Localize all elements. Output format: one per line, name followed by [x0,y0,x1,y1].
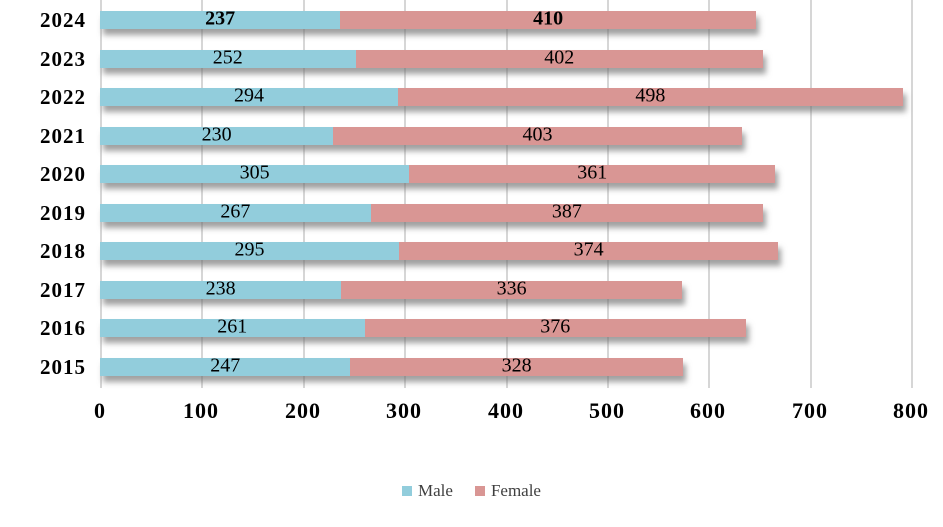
bar-value-label: 387 [551,200,582,223]
legend-label: Female [490,481,541,500]
bar-segment-female-2018: 374 [399,238,779,261]
bar-value-label: 294 [234,84,264,107]
bar-value-label: 498 [635,84,666,107]
gridline-800 [911,0,913,388]
plot-area: 237 410 252 402 294 498 230 403 305 361 267 387 295 3… [100,0,920,388]
bar-value-label: 252 [212,46,243,69]
bar-value-label: 305 [239,161,270,184]
bar-value-label: 361 [577,161,608,184]
category-label-2022: 2022 [40,85,86,109]
category-label-2016: 2016 [40,316,86,340]
bar-row-2017: 238 336 [100,277,682,300]
x-axis-tick-label-100: 100 [183,398,219,423]
bar-row-2019: 267 387 [100,200,763,223]
x-axis-tick-label-500: 500 [589,398,625,423]
bar-row-2021: 230 403 [100,123,742,146]
gridline-500 [607,0,609,388]
gridline-600 [708,0,710,388]
x-axis-tick-label-800: 800 [893,398,929,423]
bar-row-2018: 295 374 [100,238,779,261]
bar-value-label: 237 [205,7,236,30]
bar-value-label: 336 [496,277,527,300]
bar-segment-male-2019: 267 [100,200,371,223]
category-label-2019: 2019 [40,201,86,225]
x-axis-tick-label-300: 300 [386,398,422,423]
bar-row-2016: 261 376 [100,315,746,338]
bar-value-label: 410 [533,7,564,30]
bar-segment-male-2015: 247 [100,354,351,377]
bar-value-label: 238 [205,277,236,300]
bar-value-label: 403 [522,123,553,146]
bar-segment-female-2024: 410 [340,7,756,30]
bar-value-label: 295 [234,238,265,261]
category-label-2017: 2017 [40,278,86,302]
gridline-100 [201,0,203,388]
bar-value-label: 247 [210,354,241,377]
bar-segment-male-2018: 295 [100,238,400,261]
bar-value-label: 376 [540,315,571,338]
bar-segment-female-2017: 336 [341,277,682,300]
x-axis-tick-label-0: 0 [94,398,106,423]
gridline-700 [810,0,812,388]
legend-swatch-female-icon [474,486,485,496]
bar-segment-female-2019: 387 [370,200,763,223]
gridline-0 [100,0,102,388]
bar-row-2023: 252 402 [100,46,763,69]
category-label-2015: 2015 [40,355,86,379]
bar-segment-male-2024: 237 [100,7,341,30]
bar-segment-female-2021: 403 [333,123,742,146]
legend-label: Male [418,481,453,500]
x-axis-tick-label-600: 600 [690,398,726,423]
bar-segment-male-2021: 230 [100,123,334,146]
bar-value-label: 402 [544,46,575,69]
bar-row-2015: 247 328 [100,354,683,377]
bar-row-2024: 237 410 [100,7,756,30]
x-axis-tick-label-400: 400 [488,398,524,423]
gridline-400 [506,0,508,388]
bar-value-label: 267 [220,200,251,223]
legend-item-male: Male [402,481,453,501]
bar-row-2022: 294 498 [100,84,903,107]
legend-item-female: Female [474,481,541,501]
bar-segment-male-2022: 294 [100,84,398,107]
legend-swatch-male-icon [402,486,412,496]
gridline-200 [303,0,305,388]
category-label-2021: 2021 [40,124,86,148]
category-label-2024: 2024 [40,8,86,32]
x-axis-tick-label-700: 700 [792,398,828,423]
bar-value-label: 374 [573,238,604,261]
bar-segment-female-2016: 376 [364,315,746,338]
gridline-300 [404,0,406,388]
bar-row-2020: 305 361 [100,161,776,184]
bar-value-label: 261 [217,315,248,338]
x-axis-tick-label-200: 200 [285,398,321,423]
bar-segment-male-2023: 252 [100,46,356,69]
bar-segment-female-2022: 498 [398,84,903,107]
bar-segment-male-2016: 261 [100,315,365,338]
bar-segment-female-2023: 402 [355,46,763,69]
bar-value-label: 328 [501,354,532,377]
bar-value-label: 230 [201,123,232,146]
category-label-2023: 2023 [40,47,86,71]
bar-segment-male-2017: 238 [100,277,342,300]
bar-segment-male-2020: 305 [100,161,410,184]
legend: Male Female [0,481,943,501]
category-label-2018: 2018 [40,239,86,263]
bar-segment-female-2015: 328 [350,354,683,377]
category-label-2020: 2020 [40,162,86,186]
bar-segment-female-2020: 361 [409,161,776,184]
